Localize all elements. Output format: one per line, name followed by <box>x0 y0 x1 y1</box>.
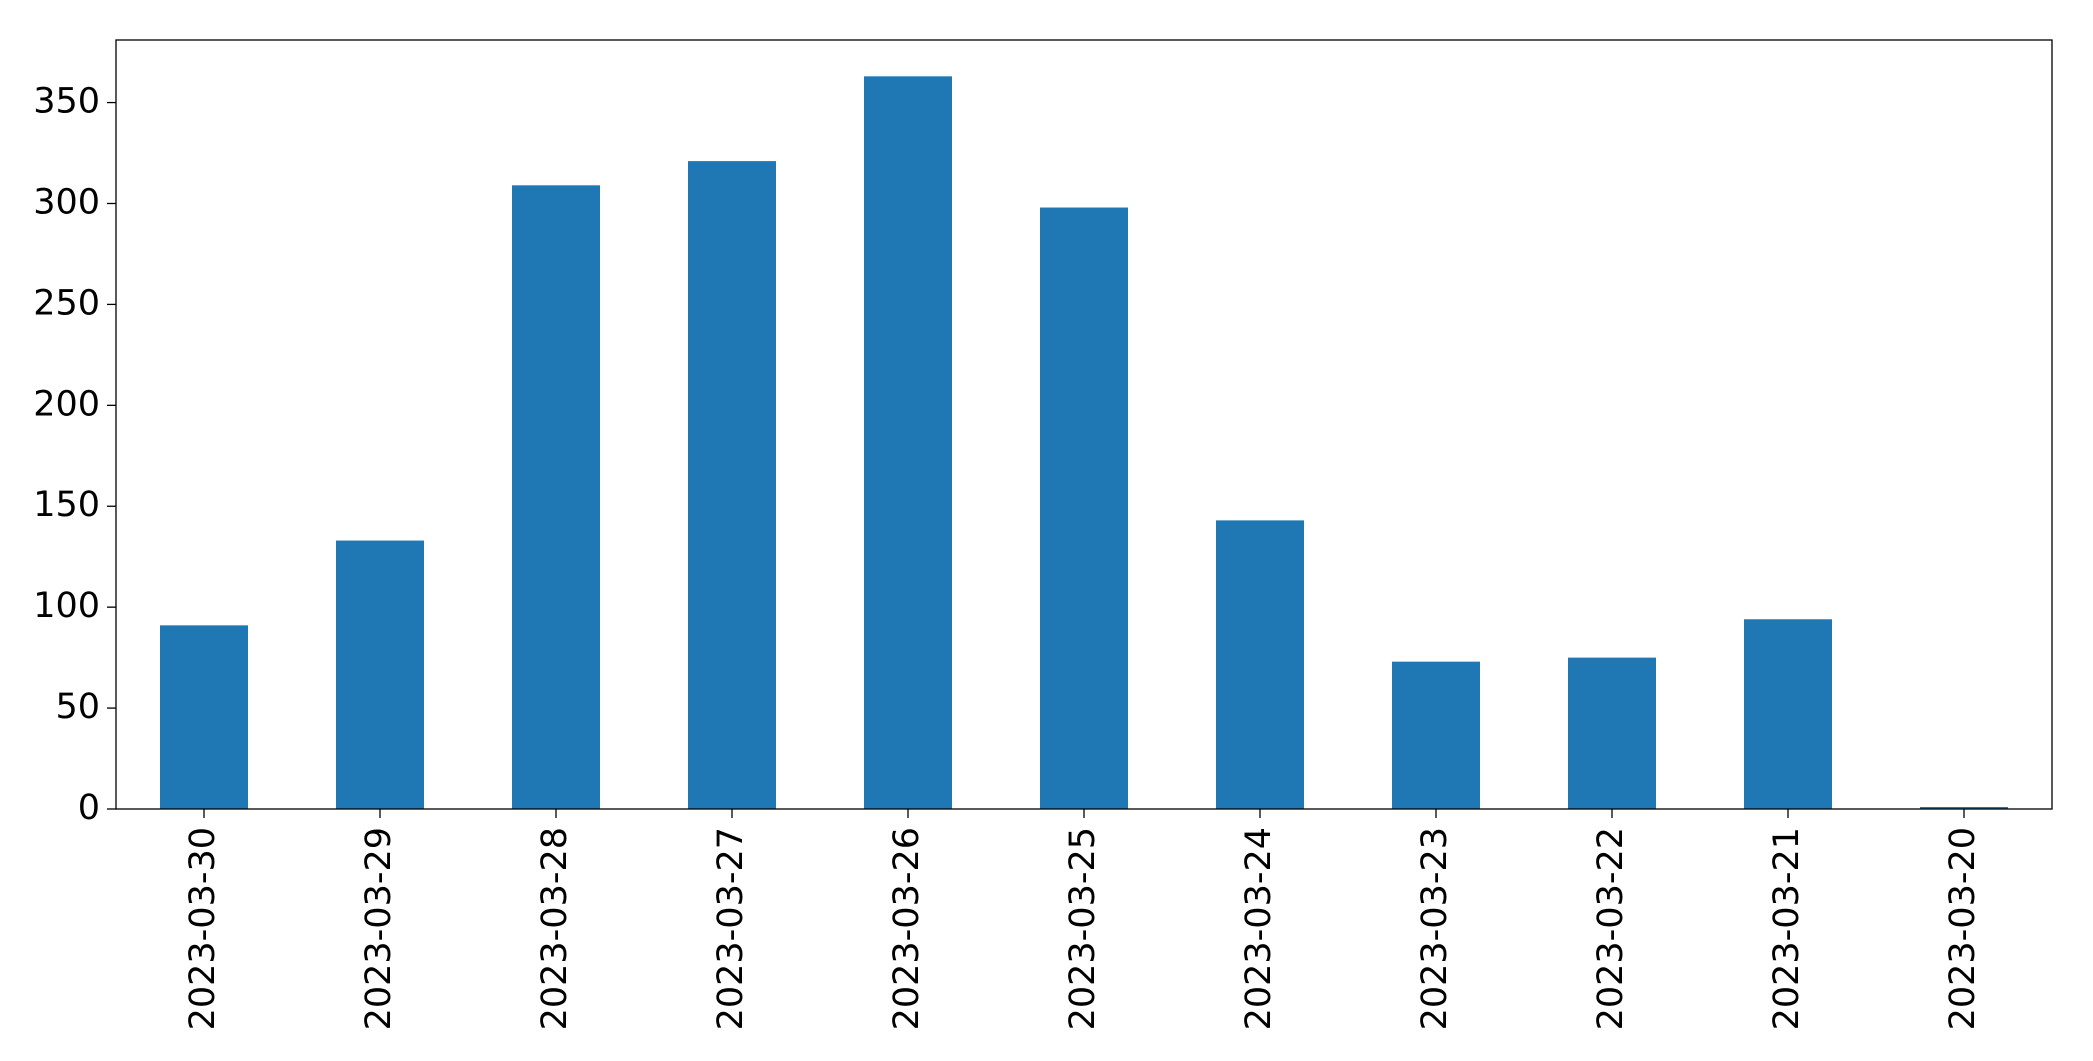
x-tick-label: 2023-03-30 <box>183 827 223 1030</box>
y-tick-label: 100 <box>33 586 100 626</box>
y-tick-label: 250 <box>33 283 100 323</box>
x-tick-label: 2023-03-27 <box>711 827 751 1030</box>
y-tick-label: 300 <box>33 182 100 222</box>
bar <box>336 540 424 809</box>
y-tick-label: 0 <box>78 788 100 828</box>
bar <box>688 161 776 809</box>
y-tick-label: 150 <box>33 485 100 525</box>
bar <box>512 185 600 810</box>
x-tick-label: 2023-03-20 <box>1943 827 1983 1030</box>
bar <box>1920 806 2008 809</box>
x-tick-label: 2023-03-21 <box>1767 827 1807 1030</box>
x-tick-label: 2023-03-28 <box>535 827 575 1030</box>
bar <box>1392 661 1480 809</box>
bar <box>1568 657 1656 809</box>
bar <box>160 625 248 809</box>
bar <box>864 76 952 810</box>
x-tick-label: 2023-03-25 <box>1063 827 1103 1030</box>
x-tick-label: 2023-03-23 <box>1415 827 1455 1030</box>
bar <box>1744 619 1832 809</box>
axes-frame <box>115 39 2053 810</box>
x-tick-label: 2023-03-24 <box>1239 827 1279 1030</box>
x-tick-label: 2023-03-26 <box>887 827 927 1030</box>
y-tick-label: 350 <box>33 82 100 122</box>
y-tick-label: 200 <box>33 384 100 424</box>
x-tick-label: 2023-03-22 <box>1591 827 1631 1030</box>
bar <box>1040 207 1128 810</box>
x-tick-label: 2023-03-29 <box>359 827 399 1030</box>
bar <box>1216 520 1304 809</box>
y-tick-label: 50 <box>55 687 100 727</box>
